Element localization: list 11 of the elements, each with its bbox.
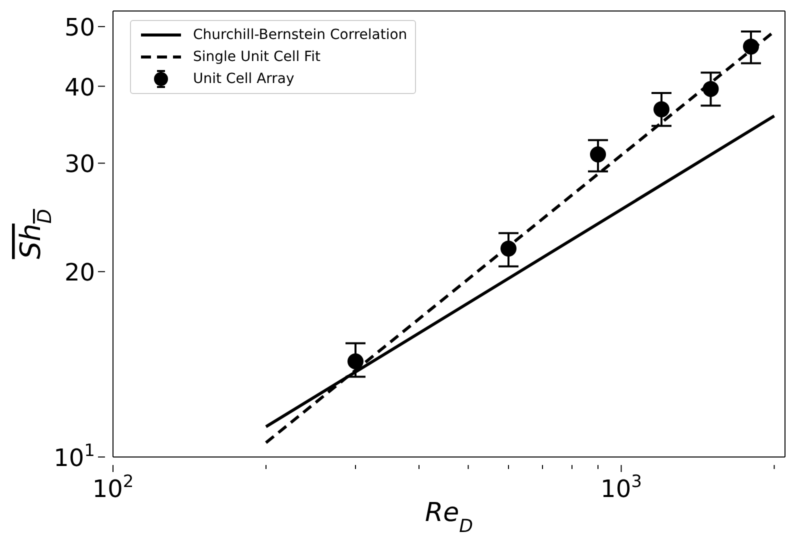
legend-label: Single Unit Cell Fit xyxy=(193,49,320,65)
x-tick-label: 10$^{2}$ xyxy=(92,472,134,503)
y-tick-label: 20 xyxy=(64,258,95,287)
x-axis-title: Re$_{D}$ xyxy=(425,498,473,536)
y-tick-label: 10$^{1}$ xyxy=(54,441,95,472)
x-tick-label: 10$^{3}$ xyxy=(600,472,642,503)
y-tick-label: 30 xyxy=(64,150,95,178)
y-tick-label: 40 xyxy=(64,73,95,102)
y-tick-label: 50 xyxy=(64,14,95,42)
legend-label: Unit Cell Array xyxy=(193,71,294,87)
legend-label: Churchill-Bernstein Correlation xyxy=(193,27,408,43)
